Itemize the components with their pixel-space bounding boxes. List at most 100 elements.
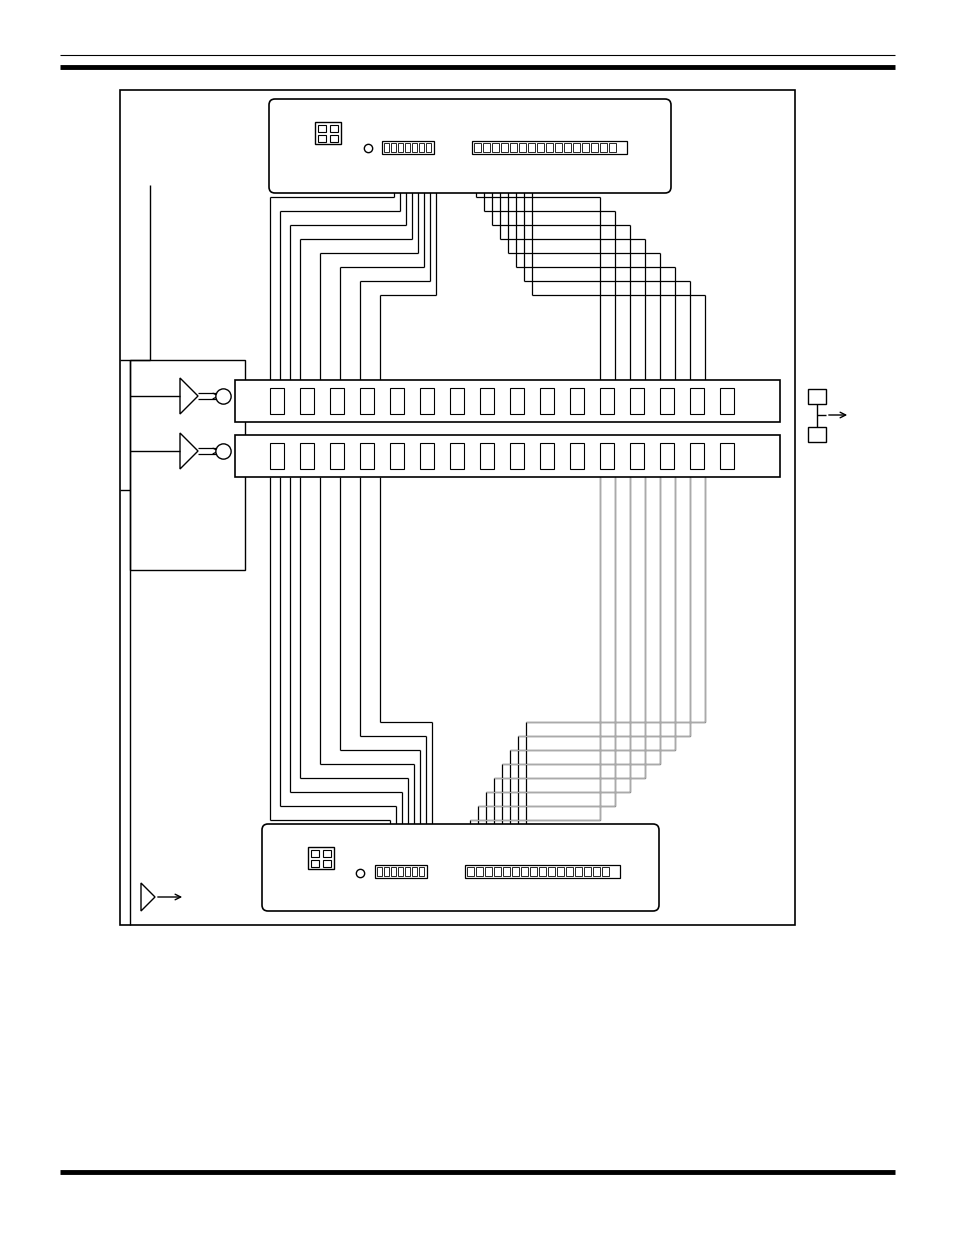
Bar	[593, 867, 599, 876]
Bar	[130, 359, 245, 571]
Bar	[412, 867, 416, 876]
Bar	[581, 143, 588, 152]
Bar	[510, 143, 517, 152]
Bar	[472, 141, 626, 154]
Bar	[464, 864, 619, 878]
Bar	[547, 867, 555, 876]
Bar	[807, 427, 825, 442]
Bar	[359, 443, 374, 469]
Bar	[467, 867, 474, 876]
Bar	[539, 443, 554, 469]
Bar	[450, 388, 463, 414]
Bar	[270, 443, 284, 469]
Bar	[450, 443, 463, 469]
Bar	[520, 867, 527, 876]
Bar	[476, 867, 482, 876]
Bar	[317, 125, 326, 132]
Bar	[512, 867, 518, 876]
Bar	[120, 90, 794, 925]
Bar	[234, 380, 780, 422]
Bar	[689, 388, 703, 414]
Bar	[330, 125, 337, 132]
Bar	[479, 443, 494, 469]
Bar	[418, 143, 423, 152]
Bar	[502, 867, 510, 876]
Bar	[390, 443, 403, 469]
Bar	[419, 388, 434, 414]
Bar	[314, 122, 340, 144]
Bar	[359, 388, 374, 414]
Bar	[323, 860, 331, 867]
Bar	[575, 867, 581, 876]
Bar	[418, 867, 423, 876]
Bar	[308, 847, 334, 869]
Bar	[557, 867, 563, 876]
Bar	[565, 867, 573, 876]
Bar	[474, 143, 480, 152]
Bar	[659, 388, 673, 414]
Bar	[510, 388, 523, 414]
Bar	[311, 850, 318, 857]
Bar	[573, 143, 579, 152]
Bar	[376, 867, 381, 876]
Bar	[391, 867, 395, 876]
Bar	[720, 388, 733, 414]
Bar	[537, 143, 543, 152]
Bar	[317, 135, 326, 142]
Bar	[412, 143, 416, 152]
Bar	[299, 443, 314, 469]
Bar	[569, 443, 583, 469]
Bar	[330, 135, 337, 142]
Bar	[384, 143, 389, 152]
Bar	[569, 388, 583, 414]
Bar	[500, 143, 507, 152]
Bar	[689, 443, 703, 469]
Bar	[397, 867, 402, 876]
Bar	[599, 388, 614, 414]
Bar	[479, 388, 494, 414]
Bar	[590, 143, 598, 152]
Bar	[601, 867, 608, 876]
Bar	[299, 388, 314, 414]
Bar	[599, 143, 606, 152]
FancyBboxPatch shape	[262, 824, 659, 911]
Bar	[391, 143, 395, 152]
Bar	[510, 443, 523, 469]
Bar	[583, 867, 590, 876]
Bar	[527, 143, 535, 152]
Bar	[484, 867, 492, 876]
Bar	[629, 388, 643, 414]
Bar	[323, 850, 331, 857]
Bar	[807, 389, 825, 404]
Bar	[397, 143, 402, 152]
Bar	[659, 443, 673, 469]
Bar	[311, 860, 318, 867]
Bar	[390, 388, 403, 414]
Bar	[330, 388, 344, 414]
Bar	[419, 443, 434, 469]
Bar	[539, 388, 554, 414]
Bar	[538, 867, 545, 876]
Bar	[518, 143, 525, 152]
Bar	[375, 864, 427, 878]
Bar	[482, 143, 490, 152]
Bar	[608, 143, 616, 152]
FancyBboxPatch shape	[269, 99, 670, 193]
Bar	[629, 443, 643, 469]
Bar	[405, 867, 410, 876]
Bar	[494, 867, 500, 876]
Bar	[405, 143, 410, 152]
Bar	[720, 443, 733, 469]
Bar	[555, 143, 561, 152]
Bar	[330, 443, 344, 469]
Bar	[492, 143, 498, 152]
Bar	[599, 443, 614, 469]
Bar	[270, 388, 284, 414]
Bar	[545, 143, 553, 152]
Bar	[381, 141, 434, 154]
Bar	[384, 867, 389, 876]
Bar	[234, 435, 780, 477]
Bar	[530, 867, 537, 876]
Bar	[426, 143, 431, 152]
Bar	[563, 143, 571, 152]
